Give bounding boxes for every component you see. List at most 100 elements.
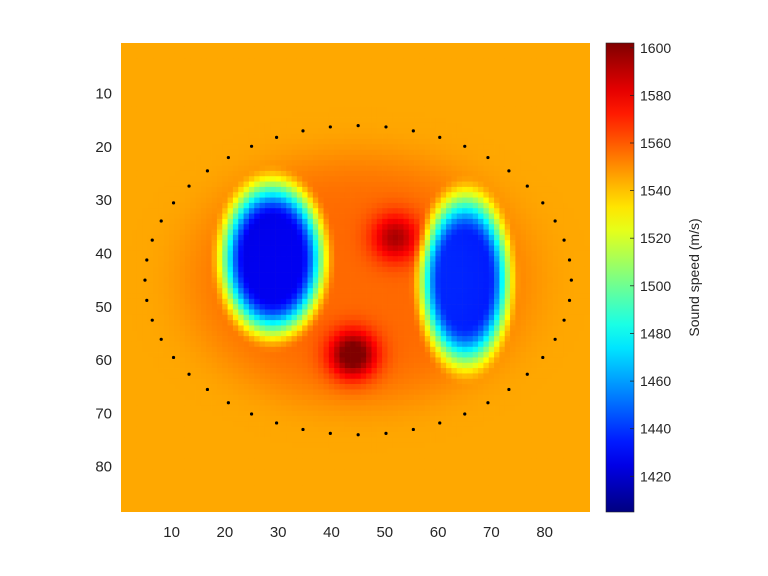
- heatmap-cell: [440, 282, 447, 289]
- heatmap-cell: [307, 202, 314, 209]
- heatmap-cell: [344, 48, 351, 54]
- heatmap-cell: [222, 213, 228, 220]
- heatmap-cell: [462, 192, 468, 198]
- heatmap-cell: [286, 256, 292, 262]
- heatmap-cell: [232, 224, 239, 230]
- heatmap-cell: [136, 277, 143, 284]
- heatmap-cell: [574, 48, 580, 54]
- heatmap-cell: [360, 320, 367, 326]
- heatmap-cell: [195, 90, 202, 97]
- heatmap-cell: [414, 101, 420, 108]
- heatmap-cell: [184, 234, 191, 241]
- heatmap-cell: [339, 325, 346, 332]
- heatmap-cell: [121, 43, 127, 49]
- heatmap-cell: [270, 85, 276, 92]
- heatmap-cell: [334, 170, 340, 177]
- heatmap-cell: [339, 58, 346, 65]
- heatmap-cell: [254, 122, 260, 129]
- heatmap-cell: [355, 170, 362, 177]
- heatmap-cell: [568, 330, 575, 337]
- heatmap-cell: [435, 213, 442, 220]
- heatmap-cell: [456, 282, 463, 289]
- heatmap-cell: [238, 272, 244, 278]
- heatmap-cell: [350, 165, 356, 172]
- heatmap-cell: [227, 293, 234, 300]
- heatmap-cell: [270, 80, 276, 86]
- heatmap-cell: [568, 218, 575, 225]
- heatmap-cell: [536, 117, 543, 124]
- heatmap-cell: [323, 309, 330, 316]
- heatmap-cell: [270, 138, 276, 145]
- heatmap-cell: [222, 309, 228, 316]
- heatmap-cell: [515, 202, 522, 209]
- heatmap-cell: [371, 80, 378, 86]
- heatmap-cell: [520, 128, 527, 134]
- heatmap-cell: [387, 43, 394, 49]
- heatmap-cell: [328, 298, 335, 305]
- heatmap-cell: [472, 272, 479, 278]
- heatmap-cell: [121, 234, 127, 241]
- heatmap-cell: [131, 154, 138, 161]
- heatmap-cell: [286, 282, 292, 289]
- heatmap-cell: [227, 128, 234, 134]
- heatmap-cell: [216, 314, 223, 321]
- heatmap-cell: [494, 80, 500, 86]
- heatmap-cell: [376, 298, 383, 305]
- heatmap-cell: [419, 160, 426, 166]
- heatmap-cell: [446, 250, 452, 257]
- heatmap-cell: [248, 117, 255, 124]
- heatmap-cell: [472, 165, 479, 172]
- heatmap-cell: [344, 320, 351, 326]
- heatmap-cell: [339, 293, 346, 300]
- heatmap-cell: [552, 314, 559, 321]
- heatmap-cell: [254, 245, 260, 252]
- heatmap-cell: [408, 186, 415, 193]
- heatmap-cell: [248, 69, 255, 76]
- heatmap-cell: [419, 213, 426, 220]
- heatmap-cell: [504, 43, 511, 49]
- heatmap-cell: [302, 80, 308, 86]
- heatmap-cell: [350, 325, 356, 332]
- heatmap-cell: [467, 106, 474, 113]
- heatmap-cell: [403, 64, 410, 70]
- heatmap-cell: [398, 320, 404, 326]
- heatmap-cell: [174, 304, 180, 310]
- heatmap-cell: [462, 138, 468, 145]
- heatmap-cell: [131, 272, 138, 278]
- heatmap-cell: [216, 133, 223, 140]
- heatmap-cell: [462, 256, 468, 262]
- heatmap-cell: [179, 309, 186, 316]
- heatmap-cell: [280, 309, 287, 316]
- heatmap-cell: [462, 48, 468, 54]
- heatmap-cell: [296, 330, 303, 337]
- heatmap-cell: [318, 90, 324, 97]
- heatmap-cell: [382, 48, 388, 54]
- heatmap-cell: [190, 101, 196, 108]
- heatmap-cell: [291, 309, 298, 316]
- heatmap-cell: [414, 122, 420, 129]
- heatmap-cell: [222, 170, 228, 177]
- heatmap-cell: [542, 314, 548, 321]
- heatmap-cell: [414, 80, 420, 86]
- heatmap-cell: [510, 58, 516, 65]
- heatmap-cell: [430, 304, 436, 310]
- heatmap-cell: [264, 106, 271, 113]
- heatmap-cell: [312, 138, 319, 145]
- heatmap-cell: [478, 53, 484, 60]
- heatmap-cell: [152, 250, 159, 257]
- heatmap-cell: [414, 272, 420, 278]
- heatmap-cell: [243, 53, 250, 60]
- heatmap-cell: [291, 69, 298, 76]
- heatmap-cell: [488, 117, 495, 124]
- heatmap-cell: [344, 96, 351, 102]
- heatmap-cell: [312, 256, 319, 262]
- heatmap-cell: [510, 320, 516, 326]
- heatmap-cell: [259, 112, 266, 118]
- heatmap-cell: [307, 330, 314, 337]
- heatmap-cell: [440, 122, 447, 129]
- heatmap-cell: [270, 293, 276, 300]
- heatmap-cell: [248, 325, 255, 332]
- heatmap-cell: [499, 314, 506, 321]
- heatmap-cell: [568, 192, 575, 198]
- heatmap-cell: [302, 106, 308, 113]
